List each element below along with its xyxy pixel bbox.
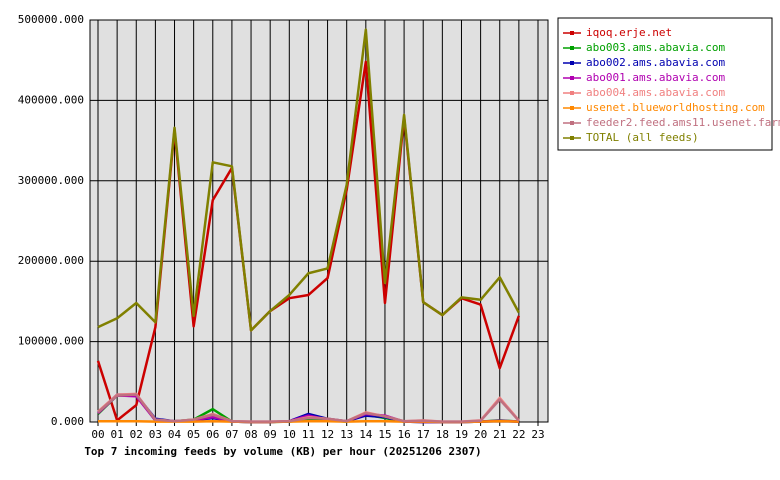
x-tick-label: 08	[244, 428, 257, 441]
legend-label: abo004.ams.abavia.com	[586, 86, 725, 99]
y-tick-label: 200000.000	[18, 254, 84, 267]
legend-dot	[570, 46, 574, 50]
legend-dot	[570, 106, 574, 110]
x-tick-label: 09	[264, 428, 277, 441]
x-tick-label: 16	[397, 428, 410, 441]
x-tick-label: 15	[378, 428, 391, 441]
y-tick-label: 300000.000	[18, 174, 84, 187]
legend-label: iqoq.erje.net	[586, 26, 672, 39]
x-tick-label: 19	[455, 428, 468, 441]
x-tick-label: 02	[130, 428, 143, 441]
x-tick-label: 18	[436, 428, 449, 441]
x-tick-label: 14	[359, 428, 373, 441]
x-tick-label: 01	[111, 428, 124, 441]
x-tick-label: 20	[474, 428, 487, 441]
series-line	[97, 28, 520, 332]
x-tick-label: 12	[321, 428, 334, 441]
x-tick-label: 11	[302, 428, 315, 441]
legend-dot	[570, 136, 574, 140]
legend-label: abo003.ams.abavia.com	[586, 41, 725, 54]
legend-label: feeder2.feed.ams11.usenet.farm	[586, 116, 780, 129]
legend-label: TOTAL (all feeds)	[586, 131, 699, 144]
y-tick-label: 100000.000	[18, 335, 84, 348]
legend-label: abo001.ams.abavia.com	[586, 71, 725, 84]
legend-dot	[570, 91, 574, 95]
series-line	[97, 393, 520, 423]
plot-area	[90, 20, 548, 422]
legend-box	[557, 17, 773, 151]
y-tick-label: 500000.000	[18, 13, 84, 26]
legend-dot	[570, 61, 574, 65]
legend-dot	[570, 31, 574, 35]
x-tick-label: 21	[493, 428, 506, 441]
chart-title: Top 7 incoming feeds by volume (KB) per …	[84, 445, 481, 458]
x-tick-label: 07	[225, 428, 238, 441]
x-tick-label: 04	[168, 428, 182, 441]
legend-label: abo002.ams.abavia.com	[586, 56, 725, 69]
x-tick-label: 05	[187, 428, 200, 441]
x-tick-label: 00	[91, 428, 104, 441]
x-tick-label: 13	[340, 428, 353, 441]
x-tick-label: 06	[206, 428, 219, 441]
x-tick-label: 22	[512, 428, 525, 441]
x-tick-label: 23	[531, 428, 544, 441]
x-tick-label: 10	[283, 428, 296, 441]
legend-label: usenet.blueworldhosting.com	[586, 101, 765, 114]
legend-dot	[570, 121, 574, 125]
x-tick-label: 17	[417, 428, 430, 441]
x-tick-label: 03	[149, 428, 162, 441]
y-tick-label: 0.000	[51, 415, 84, 428]
legend-dot	[570, 76, 574, 80]
y-tick-label: 400000.000	[18, 93, 84, 106]
